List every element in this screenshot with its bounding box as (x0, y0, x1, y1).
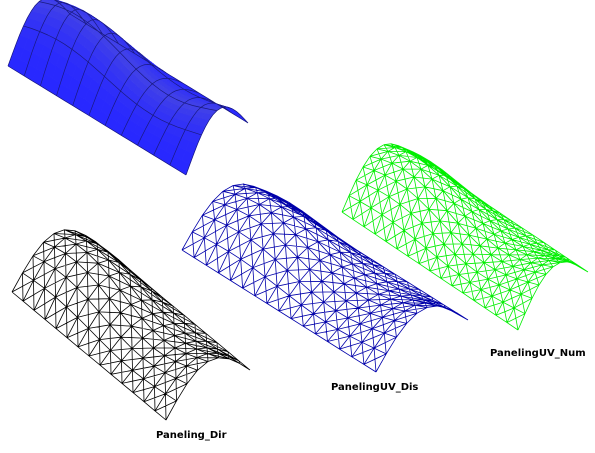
mesh-paneling-uv-num (341, 143, 589, 331)
surface-isolines (7, 0, 249, 176)
mesh-lines (341, 143, 589, 331)
mesh-lines (181, 183, 469, 373)
label-paneling-uv-num: PanelingUV_Num (490, 348, 586, 359)
mesh-paneling-dir (11, 229, 251, 421)
mesh-paneling-uv-dis (181, 183, 469, 373)
label-paneling-uv-dis: PanelingUV_Dis (331, 382, 419, 393)
shaded-surface (7, 0, 249, 176)
label-paneling-dir: Paneling_Dir (156, 430, 227, 441)
mesh-lines (11, 229, 251, 421)
